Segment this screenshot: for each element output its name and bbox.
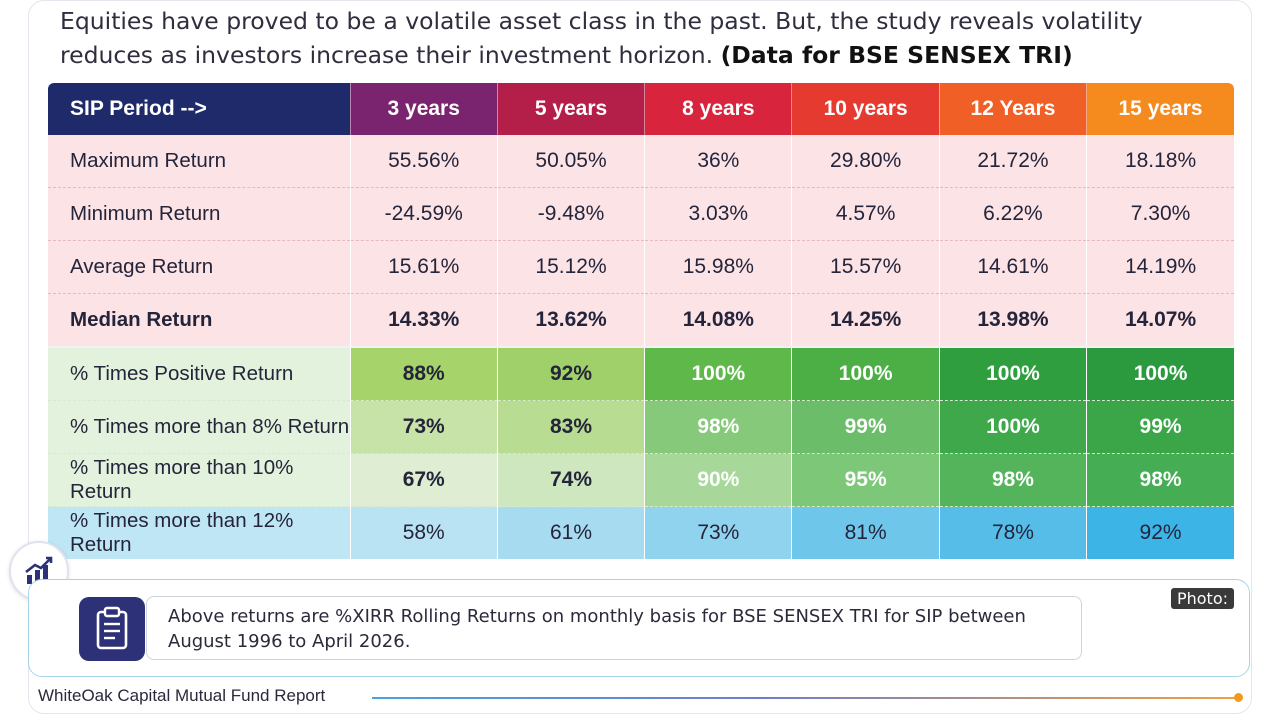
- row-label: Median Return: [48, 293, 351, 347]
- row-label: % Times more than 8% Return: [48, 400, 351, 454]
- table-cell: 13.98%: [938, 293, 1087, 347]
- table-cell: 15.12%: [496, 240, 645, 294]
- table-cell: -24.59%: [349, 187, 498, 241]
- row-label: % Times Positive Return: [48, 346, 351, 401]
- table-cell: 98%: [938, 453, 1087, 507]
- table-cell: 15.98%: [644, 240, 792, 294]
- header-15-years: 15 years: [1086, 83, 1234, 135]
- table-cell: 50.05%: [496, 135, 645, 188]
- table-cell: 90%: [644, 453, 792, 507]
- table-cell: 92%: [1086, 506, 1234, 559]
- table-cell: 74%: [496, 453, 645, 507]
- header-3-years: 3 years: [349, 83, 498, 135]
- returns-table: SIP Period --> 3 years 5 years 8 years 1…: [48, 83, 1234, 559]
- table-cell: 61%: [496, 506, 645, 559]
- table-cell: 15.57%: [791, 240, 940, 294]
- header-10-years: 10 years: [791, 83, 940, 135]
- table-row: Maximum Return 55.56% 50.05% 36% 29.80% 21.72…: [48, 135, 1234, 188]
- table-cell: 100%: [938, 346, 1087, 401]
- table-cell: 3.03%: [644, 187, 792, 241]
- table-cell: 6.22%: [938, 187, 1087, 241]
- footer-divider: [372, 697, 1236, 699]
- table-cell: 73%: [644, 506, 792, 559]
- note-text-frame: [146, 596, 1082, 660]
- table-cell: 29.80%: [791, 135, 940, 188]
- table-cell: 7.30%: [1086, 187, 1234, 241]
- header-8-years: 8 years: [644, 83, 792, 135]
- row-label: % Times more than 10% Return: [48, 453, 351, 507]
- table-row: % Times more than 8% Return 73% 83% 98% 99% 1…: [48, 400, 1234, 454]
- table-cell: 14.33%: [349, 293, 498, 347]
- table-cell: 81%: [791, 506, 940, 559]
- header-12-years: 12 Years: [938, 83, 1087, 135]
- table-cell: 14.61%: [938, 240, 1087, 294]
- table-row: % Times more than 12% Return 58% 61% 73% 81%…: [48, 506, 1234, 559]
- table-cell: 98%: [644, 400, 792, 454]
- table-cell: 98%: [1086, 453, 1234, 507]
- table-cell: 14.25%: [791, 293, 940, 347]
- table-cell: 100%: [644, 346, 792, 401]
- footer-source: WhiteOak Capital Mutual Fund Report: [38, 686, 326, 705]
- table-row: % Times Positive Return 88% 92% 100% 100% 100…: [48, 346, 1234, 401]
- table-cell: 21.72%: [938, 135, 1087, 188]
- table-cell: 14.08%: [644, 293, 792, 347]
- table-cell: 73%: [349, 400, 498, 454]
- table-row: Minimum Return -24.59% -9.48% 3.03% 4.57% 6.2…: [48, 187, 1234, 241]
- table-cell: 100%: [1086, 346, 1234, 401]
- table-cell: 95%: [791, 453, 940, 507]
- table-row: % Times more than 10% Return 67% 74% 90% 95%…: [48, 453, 1234, 507]
- table-cell: 18.18%: [1086, 135, 1234, 188]
- table-cell: 14.19%: [1086, 240, 1234, 294]
- intro-text: Equities have proved to be a volatile as…: [60, 4, 1240, 72]
- table-cell: 92%: [496, 346, 645, 401]
- table-cell: 36%: [644, 135, 792, 188]
- intro-data-source: (Data for BSE SENSEX TRI): [720, 41, 1073, 69]
- table-row: Average Return 15.61% 15.12% 15.98% 15.57% 14…: [48, 240, 1234, 294]
- row-label: % Times more than 12% Return: [48, 506, 351, 559]
- table-cell: 78%: [938, 506, 1087, 559]
- header-sip-period: SIP Period -->: [48, 83, 351, 135]
- row-label: Maximum Return: [48, 135, 351, 188]
- clipboard-icon: [79, 597, 145, 661]
- footer-dot: [1234, 693, 1243, 702]
- table-cell: 58%: [349, 506, 498, 559]
- table-cell: 55.56%: [349, 135, 498, 188]
- table-cell: 15.61%: [349, 240, 498, 294]
- row-label: Average Return: [48, 240, 351, 294]
- row-label: Minimum Return: [48, 187, 351, 241]
- table-cell: 13.62%: [496, 293, 645, 347]
- table-cell: 100%: [938, 400, 1087, 454]
- table-cell: 99%: [1086, 400, 1234, 454]
- intro-body: Equities have proved to be a volatile as…: [60, 7, 1143, 69]
- table-cell: 67%: [349, 453, 498, 507]
- table-cell: 88%: [349, 346, 498, 401]
- table-cell: 99%: [791, 400, 940, 454]
- table-row: Median Return 14.33% 13.62% 14.08% 14.25% 13.…: [48, 293, 1234, 347]
- table-cell: 100%: [791, 346, 940, 401]
- header-5-years: 5 years: [496, 83, 645, 135]
- table-cell: 14.07%: [1086, 293, 1234, 347]
- table-header-row: SIP Period --> 3 years 5 years 8 years 1…: [48, 83, 1234, 135]
- note-text: Above returns are %XIRR Rolling Returns …: [168, 606, 1026, 652]
- table-cell: -9.48%: [496, 187, 645, 241]
- table-cell: 4.57%: [791, 187, 940, 241]
- photo-tag: Photo:: [1170, 588, 1234, 609]
- table-cell: 83%: [496, 400, 645, 454]
